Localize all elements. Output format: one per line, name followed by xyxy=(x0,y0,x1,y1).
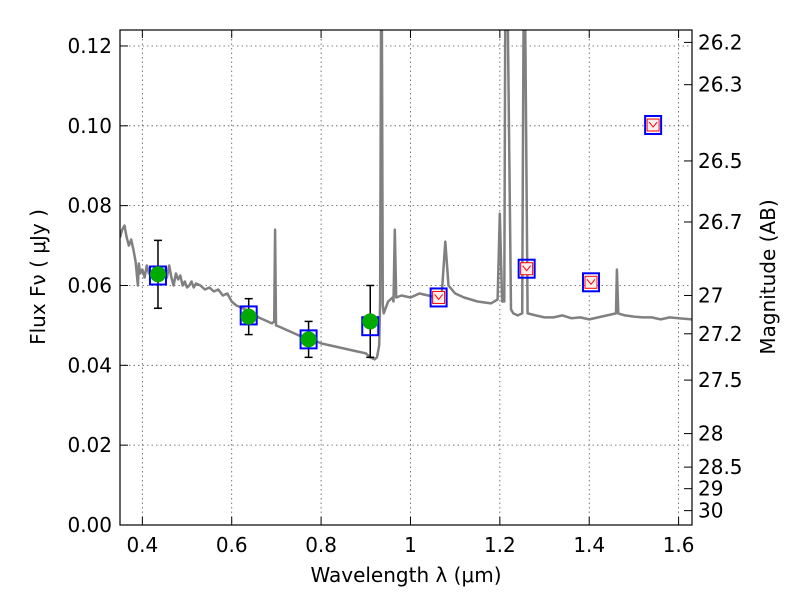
right-tick-label: 28 xyxy=(698,422,723,446)
upper-limit-marker xyxy=(520,262,534,276)
y-tick-label: 0.04 xyxy=(67,353,112,377)
plot-background xyxy=(120,30,692,525)
right-tick-label: 26.2 xyxy=(698,30,743,54)
observed-flux-point xyxy=(240,308,257,325)
x-axis-label: Wavelength λ (μm) xyxy=(310,563,501,587)
y-tick-label: 0.00 xyxy=(67,513,112,537)
y-axis-label: Flux Fν ( μJy ) xyxy=(26,209,50,345)
model-photometry-marker xyxy=(582,272,601,293)
y-tick-label: 0.06 xyxy=(67,273,112,297)
upper-limit-arrow xyxy=(434,294,444,301)
x-tick-label: 0.6 xyxy=(216,533,248,557)
upper-limit-arrow xyxy=(522,265,532,272)
plot-frame xyxy=(119,29,693,526)
x-tick-label: 1.6 xyxy=(663,533,695,557)
right-tick-label: 27 xyxy=(698,283,723,307)
upper-limit-arrow xyxy=(648,121,658,128)
upper-limit-arrow xyxy=(586,278,596,286)
y-tick-label: 0.08 xyxy=(67,194,112,218)
y-tick-label: 0.02 xyxy=(67,433,112,457)
right-tick-label: 28.5 xyxy=(698,455,743,479)
model-photometry-marker xyxy=(429,287,448,308)
model-photometry-marker xyxy=(644,115,663,136)
observed-flux-point xyxy=(362,313,379,330)
x-tick-label: 1 xyxy=(404,533,417,557)
right-tick-label: 29 xyxy=(698,477,723,501)
x-tick-label: 1.2 xyxy=(484,533,516,557)
grid xyxy=(120,30,692,526)
ticks: 0.4 0.6 0.8 1 1.2 1.4 1.6 0.00 0.02 0.04 0.06 0.08 0… xyxy=(67,30,743,557)
observed-flux-point xyxy=(300,331,317,348)
upper-limit-marker xyxy=(432,290,446,304)
right-tick-label: 26.3 xyxy=(698,73,743,97)
right-tick-label: 27.2 xyxy=(698,322,743,346)
y-tick-label: 0.10 xyxy=(67,114,112,138)
right-tick-label: 27.5 xyxy=(698,368,743,392)
observed-flux-point xyxy=(149,266,166,283)
right-tick-label: 26.5 xyxy=(698,149,743,173)
x-tick-label: 0.4 xyxy=(126,533,158,557)
right-axis-label: Magnitude (AB) xyxy=(756,199,780,354)
upper-limit-marker xyxy=(584,275,598,289)
x-tick-label: 0.8 xyxy=(305,533,337,557)
right-tick-label: 30 xyxy=(698,499,723,523)
data-layer xyxy=(120,30,692,361)
y-tick-label: 0.12 xyxy=(67,34,112,58)
model-photometry-marker xyxy=(517,258,536,279)
right-tick-label: 26.7 xyxy=(698,210,743,234)
upper-limit-marker xyxy=(646,118,660,132)
x-tick-label: 1.4 xyxy=(573,533,605,557)
